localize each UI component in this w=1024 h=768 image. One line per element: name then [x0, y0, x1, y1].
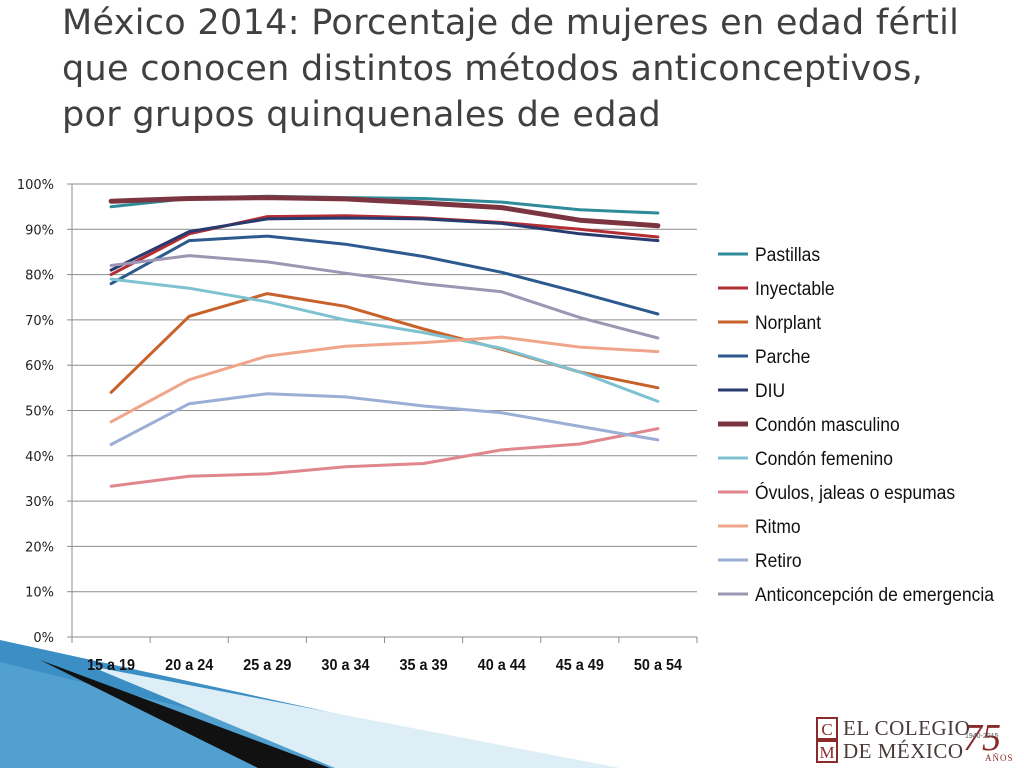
x-tick-label: 25 a 29: [243, 656, 291, 674]
stripe-pale: [90, 666, 620, 768]
legend-label: Retiro: [755, 549, 802, 571]
logo-graphic: C M 75 1940-2015 AÑOS: [816, 717, 1014, 763]
logo-anniversary-years: 1940-2015: [965, 733, 999, 740]
x-tick-label: 35 a 39: [400, 656, 448, 674]
legend-label: Parche: [755, 345, 810, 367]
y-tick-label: 50%: [25, 405, 54, 420]
legend-label: Ritmo: [755, 515, 801, 537]
logo-anniversary-word: AÑOS: [985, 753, 1014, 763]
series-line: [109, 427, 660, 488]
y-tick-label: 100%: [17, 178, 54, 193]
y-tick-label: 20%: [25, 540, 54, 555]
series-line: [109, 216, 660, 272]
y-tick-label: 70%: [25, 314, 54, 329]
axes: [67, 183, 698, 643]
series-line: [109, 392, 660, 446]
logo-monogram-box-top: [816, 717, 838, 740]
logo-line-1: EL COLEGIO: [843, 716, 971, 740]
series-lines: [108, 194, 661, 488]
decorative-stripe: [0, 640, 620, 768]
y-tick-label: 40%: [25, 450, 54, 465]
y-tick-label: 30%: [25, 495, 54, 510]
slide-title: México 2014: Porcentaje de mujeres en ed…: [62, 3, 960, 135]
legend-label: Anticoncepción de emergencia: [755, 583, 995, 605]
x-tick-label: 15 a 19: [87, 656, 135, 674]
logo-monogram-box-bottom: [816, 740, 838, 763]
logo-line-2: DE MÉXICO: [843, 739, 964, 763]
legend: Pastillas Inyectable Norplant Parche DIU Cond…: [718, 243, 995, 605]
legend-label: Condón femenino: [755, 447, 893, 469]
logo-monogram-m: M: [819, 743, 834, 762]
x-tick-label: 45 a 49: [556, 656, 604, 674]
legend-label: Pastillas: [755, 243, 820, 265]
y-tick-label: 60%: [25, 359, 54, 374]
legend-label: DIU: [755, 379, 785, 401]
colegio-de-mexico-logo: C M 75 1940-2015 AÑOS EL COLEGIO DE MÉXI…: [815, 716, 1020, 764]
legend-label: Óvulos, jaleas o espumas: [755, 481, 955, 503]
series-line: [109, 335, 660, 424]
x-tick-label: 50 a 54: [634, 656, 683, 674]
series-line: [109, 234, 660, 316]
logo-monogram-c: C: [821, 720, 832, 739]
x-tick-label: 20 a 24: [165, 656, 214, 674]
y-axis-ticks: 0% 10% 20% 30% 40% 50% 60% 70% 80% 90% 100%: [17, 178, 54, 646]
series-line: [108, 195, 661, 229]
y-tick-label: 80%: [25, 269, 54, 284]
legend-label: Condón masculino: [755, 413, 900, 435]
legend-label: Norplant: [755, 311, 821, 333]
y-tick-label: 0%: [33, 631, 54, 646]
x-axis-ticks: 15 a 19 20 a 24 25 a 29 30 a 34 35 a 39 40 a …: [87, 656, 682, 674]
series-line: [109, 277, 660, 403]
legend-label: Inyectable: [755, 277, 835, 299]
y-tick-label: 10%: [25, 586, 54, 601]
stripe-black: [40, 660, 330, 768]
x-tick-label: 40 a 44: [478, 656, 527, 674]
logo-anniversary-number: 75: [963, 717, 1001, 759]
series-line: [109, 214, 660, 277]
y-tick-label: 90%: [25, 223, 54, 238]
series-line: [109, 254, 660, 340]
x-tick-label: 30 a 34: [321, 656, 370, 674]
